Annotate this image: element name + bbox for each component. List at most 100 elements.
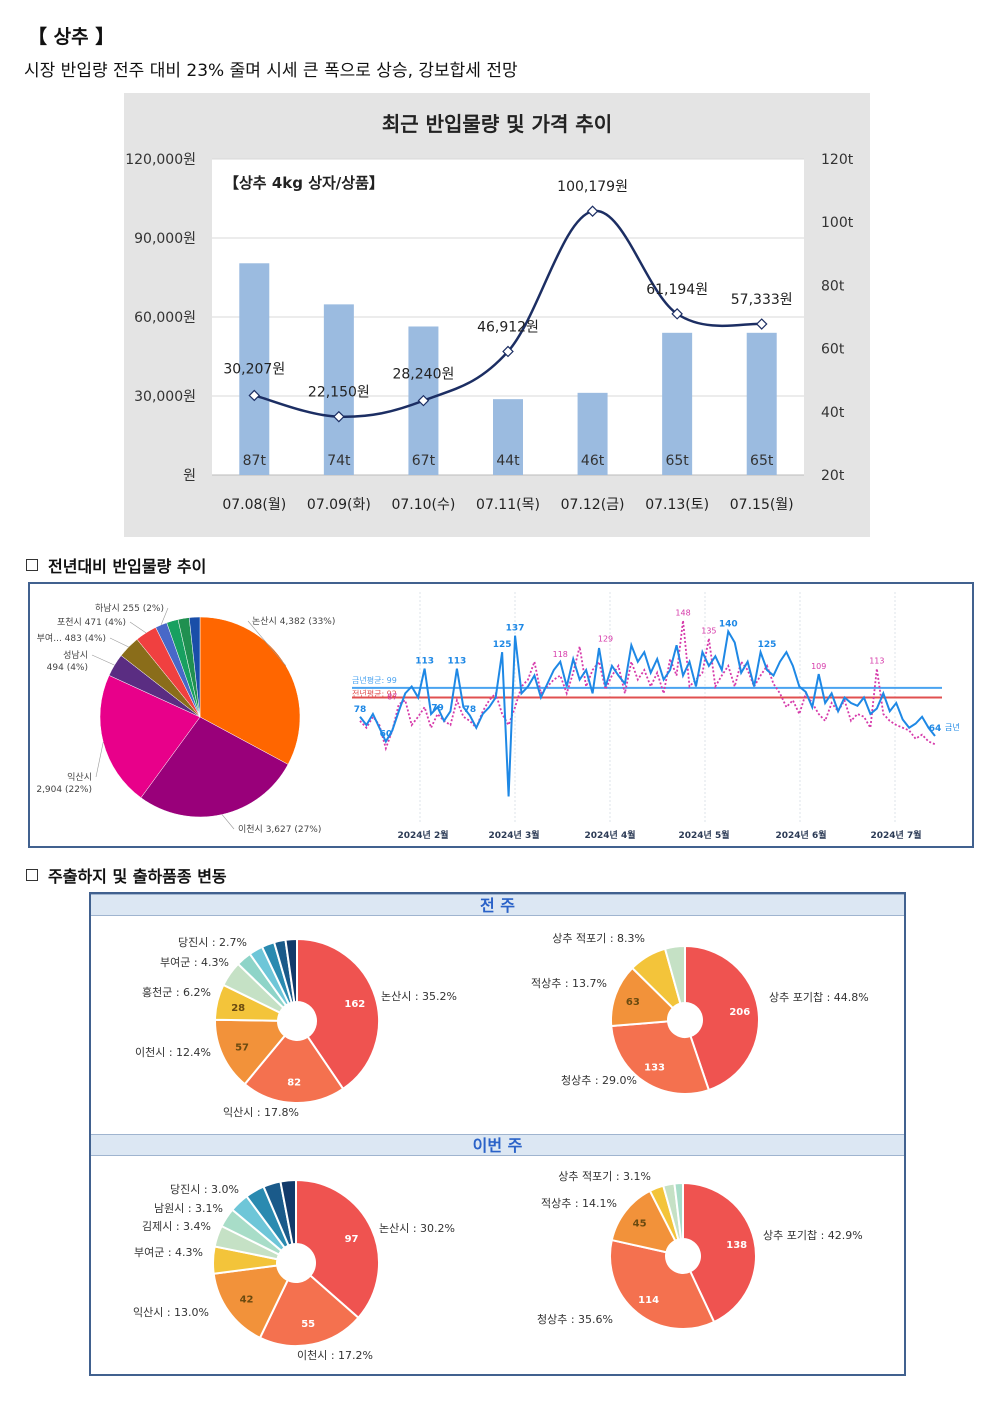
price-point [333,410,345,423]
pie-label: 부여... 483 (4%) [37,632,106,644]
line-annotation: 87 [387,692,397,701]
x-tick-label: 2024년 5월 [678,829,729,841]
donut-slice [258,1274,360,1347]
left-tick-label: 30,000원 [134,389,196,405]
prev-year-line [359,620,936,752]
pie-leader-line [91,654,115,666]
right-tick-label: 60t [821,342,845,358]
pie-slice [99,675,201,799]
line-annotation: 118 [553,650,568,659]
donut-label: 상추 적포기 : 3.1% [558,1170,651,1183]
category-label: 07.10(수) [391,497,455,513]
donut-slice-value: 97 [345,1234,359,1245]
category-label: 07.13(토) [645,497,709,513]
right-tick-label: 120t [821,152,854,168]
price-point-label: 61,194원 [646,282,708,298]
price-point [671,308,683,320]
line-annotation: 64 [929,724,942,734]
line-annotation: 60 [380,730,393,740]
volume-bar-label: 44t [496,453,520,469]
donut-label: 익산시 : 17.8% [223,1106,299,1119]
donut-slice-value: 114 [638,1295,659,1306]
donut-label: 이천시 : 17.2% [297,1348,373,1362]
line-annotation: 140 [719,620,738,630]
band-this-week: 이번 주 [91,1134,904,1156]
origin-variety-panel: 전 주 이번 주 162 논산시 : 35.2% 82 익산시 : 17.8% 57 이천… [89,892,906,1376]
pie-label: 성남시 [63,650,88,661]
price-point-label: 46,912원 [477,319,539,335]
donut-slice [610,1020,711,1095]
donut-label: 남원시 : 3.1% [154,1202,223,1215]
donut-label: 이천시 : 12.4% [135,1045,211,1059]
x-tick-label: 2024년 6월 [775,829,826,841]
donut-label: 적상추 : 14.1% [541,1197,617,1210]
pie-label: 이천시 3,627 (27%) [238,824,321,835]
category-label: 07.12(금) [561,497,625,513]
category-label: 07.08(월) [222,497,286,513]
donut-slice-value: 45 [633,1218,647,1229]
donut-slice [610,1189,677,1254]
donut-label: 홍천군 : 6.2% [142,985,211,999]
volume-bar-label: 87t [243,453,267,469]
section2-title: 전년대비 반입물량 추이 [48,557,207,576]
price-point [586,205,599,217]
x-tick-label: 2024년 3월 [488,829,539,841]
volume-bar-label: 65t [750,453,774,469]
donut-slice-value: 162 [344,999,365,1010]
x-tick-label: 2024년 4월 [584,829,635,841]
donut-slice [243,1034,345,1104]
section2-header: 전년대비 반입물량 추이 [26,553,206,577]
volume-bar-label: 67t [412,453,436,469]
donut-label: 청상추 : 29.0% [561,1074,637,1087]
this-year-line [359,628,936,797]
left-tick-label: 원 [183,468,196,484]
line-annotation: 79 [431,703,444,713]
donut-slice-value: 63 [626,997,640,1008]
donut-label: 당진시 : 2.7% [178,936,247,949]
price-point [755,318,768,330]
donut-label: 김제시 : 3.4% [142,1220,211,1233]
pie-label: 494 (4%) [47,663,88,673]
donut-slice-value: 55 [301,1319,315,1330]
pie-leader-line [160,607,169,625]
left-tick-label: 60,000원 [134,310,196,326]
page-title: 【 상추 】 [28,26,115,48]
donut-slice [682,1181,757,1324]
category-label: 07.09(화) [307,497,371,513]
donut-slice-value: 57 [235,1042,249,1053]
pie-leader-line [129,621,147,634]
donut-slice [279,1178,297,1246]
donut-slice [673,1181,684,1241]
x-tick-label: 2024년 7월 [870,829,921,841]
price-point-label: 22,150원 [308,385,370,401]
donut-slice-value: 138 [726,1240,747,1251]
yoy-volume-panel: 논산시 4,382 (33%) 이천시 3,627 (27%) 익산시 2,904 (… [28,582,974,848]
volume-bar-label: 65t [665,453,689,469]
donut-slice-value: 206 [729,1007,750,1018]
reference-label: 전년평균: 92 [352,689,397,699]
volume-bar-label: 74t [327,453,351,469]
section3-title: 주출하지 및 출하품종 변동 [48,867,227,886]
volume-bar [323,304,354,475]
donut-label: 부여군 : 4.3% [160,956,229,969]
pie-slice [188,616,201,718]
donut-label: 부여군 : 4.3% [134,1246,203,1259]
line-annotation: 125 [758,640,777,650]
line-annotation: 135 [701,626,716,635]
price-point [417,394,430,407]
price-volume-chart-svg: 최근 반입물량 및 가격 추이 【상추 4kg 상자/상품】 원 30,000원 60,… [125,112,854,513]
price-point-label: 28,240원 [392,367,454,383]
donut-label: 상추 포기찹 : 42.9% [763,1229,863,1242]
price-point-label: 30,207원 [223,361,285,377]
line-annotation: 148 [675,609,690,618]
page-subtitle: 시장 반입량 전주 대비 23% 줄며 시세 큰 폭으로 상승, 강보합세 전망 [24,61,518,81]
donut-slice [609,1238,716,1330]
band-prev-week: 전 주 [91,894,904,916]
line-annotation: 137 [506,624,525,634]
donut-slice [663,944,686,1005]
donut-slice [212,1264,290,1340]
donut-label: 적상추 : 13.7% [531,977,607,990]
line-annotation: 125 [493,640,512,650]
donut-slice [284,937,298,1004]
donut-label: 논산시 : 30.2% [379,1222,455,1235]
